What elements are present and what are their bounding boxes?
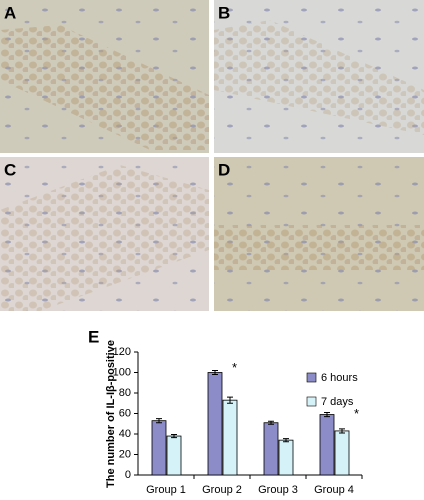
error-bar [212, 369, 218, 376]
micrograph-a [0, 0, 209, 153]
x-tick-label: Group 3 [258, 484, 298, 496]
y-tick-label: 80 [119, 387, 131, 399]
x-tick-label: Group 4 [314, 484, 354, 496]
x-tick-label: Group 1 [146, 484, 186, 496]
annotation: * [232, 360, 237, 375]
legend-label: 6 hours [321, 372, 358, 384]
bar [319, 414, 335, 476]
error-bar [339, 428, 345, 434]
panel-label: C [4, 160, 16, 179]
error-bar [156, 418, 162, 424]
y-axis-label: The number of IL-Iβ-positive [105, 340, 117, 488]
legend-swatch [306, 396, 317, 407]
error-bar [227, 396, 233, 404]
bar [207, 372, 223, 476]
micrograph-d [214, 157, 424, 311]
y-tick-label: 20 [119, 448, 131, 460]
panel-label: D [218, 160, 230, 179]
y-tick-label: 60 [119, 407, 131, 419]
annotation: * [354, 406, 359, 421]
micrograph-c [0, 157, 209, 311]
micrograph-b [214, 0, 424, 153]
y-tick-label: 120 [113, 346, 131, 358]
y-tick-label: 100 [113, 366, 131, 378]
bar [166, 435, 182, 476]
legend-swatch [306, 372, 317, 383]
y-tick-label: 40 [119, 428, 131, 440]
bar [278, 439, 294, 476]
bar [151, 420, 167, 476]
error-bar [324, 411, 330, 418]
error-bar [268, 420, 274, 425]
x-tick-label: Group 2 [202, 484, 242, 496]
bar [334, 430, 350, 476]
error-bar [283, 438, 289, 443]
panel-label: B [218, 3, 230, 22]
legend-label: 7 days [321, 396, 354, 408]
y-tick-label: 0 [125, 469, 131, 481]
bar [263, 422, 279, 476]
bar [222, 399, 238, 476]
error-bar [171, 434, 177, 439]
panel-label: E [88, 327, 99, 346]
panel-label: A [4, 3, 16, 22]
